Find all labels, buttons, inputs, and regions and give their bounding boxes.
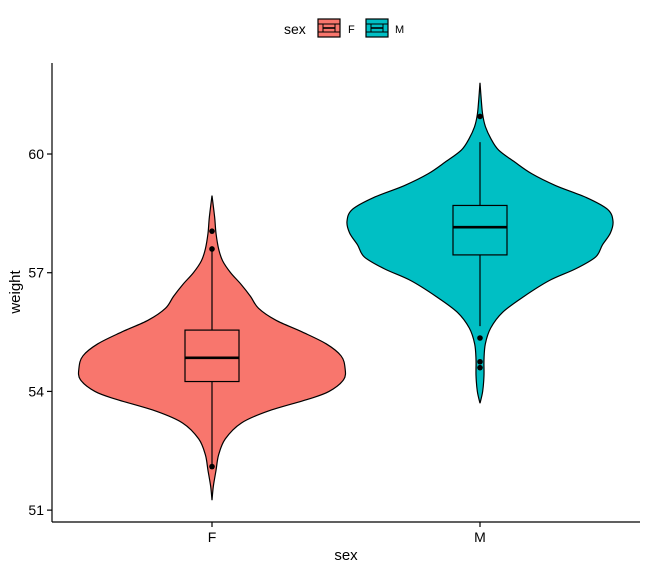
legend-title: sex	[284, 21, 306, 37]
y-tick-label: 54	[28, 383, 44, 399]
y-tick-label: 51	[28, 502, 44, 518]
y-axis-ticks: 51 54 57 60	[28, 146, 52, 518]
x-axis-title: sex	[334, 547, 358, 564]
outlier-points	[209, 113, 483, 470]
legend-label-f: F	[348, 24, 355, 36]
legend-key-m	[365, 18, 389, 38]
legend-key-f	[317, 18, 341, 38]
y-tick-label: 57	[28, 265, 44, 281]
outlier-point-f	[209, 228, 215, 234]
legend: sex F M	[284, 18, 404, 38]
box-f	[184, 329, 240, 383]
outlier-point-f	[209, 246, 215, 252]
outlier-point-m	[477, 335, 483, 341]
outlier-point-m	[477, 113, 483, 120]
outlier-point-f	[209, 463, 215, 470]
outlier-point-m	[477, 364, 483, 371]
y-axis-title: weight	[7, 269, 24, 314]
outlier-point-m	[477, 358, 483, 365]
y-tick-label: 60	[28, 146, 44, 162]
x-tick-label: F	[208, 529, 217, 545]
legend-label-m: M	[395, 24, 404, 36]
box-m	[452, 204, 508, 256]
x-tick-label: M	[474, 529, 486, 545]
violins	[77, 82, 614, 501]
boxplots	[184, 142, 508, 465]
